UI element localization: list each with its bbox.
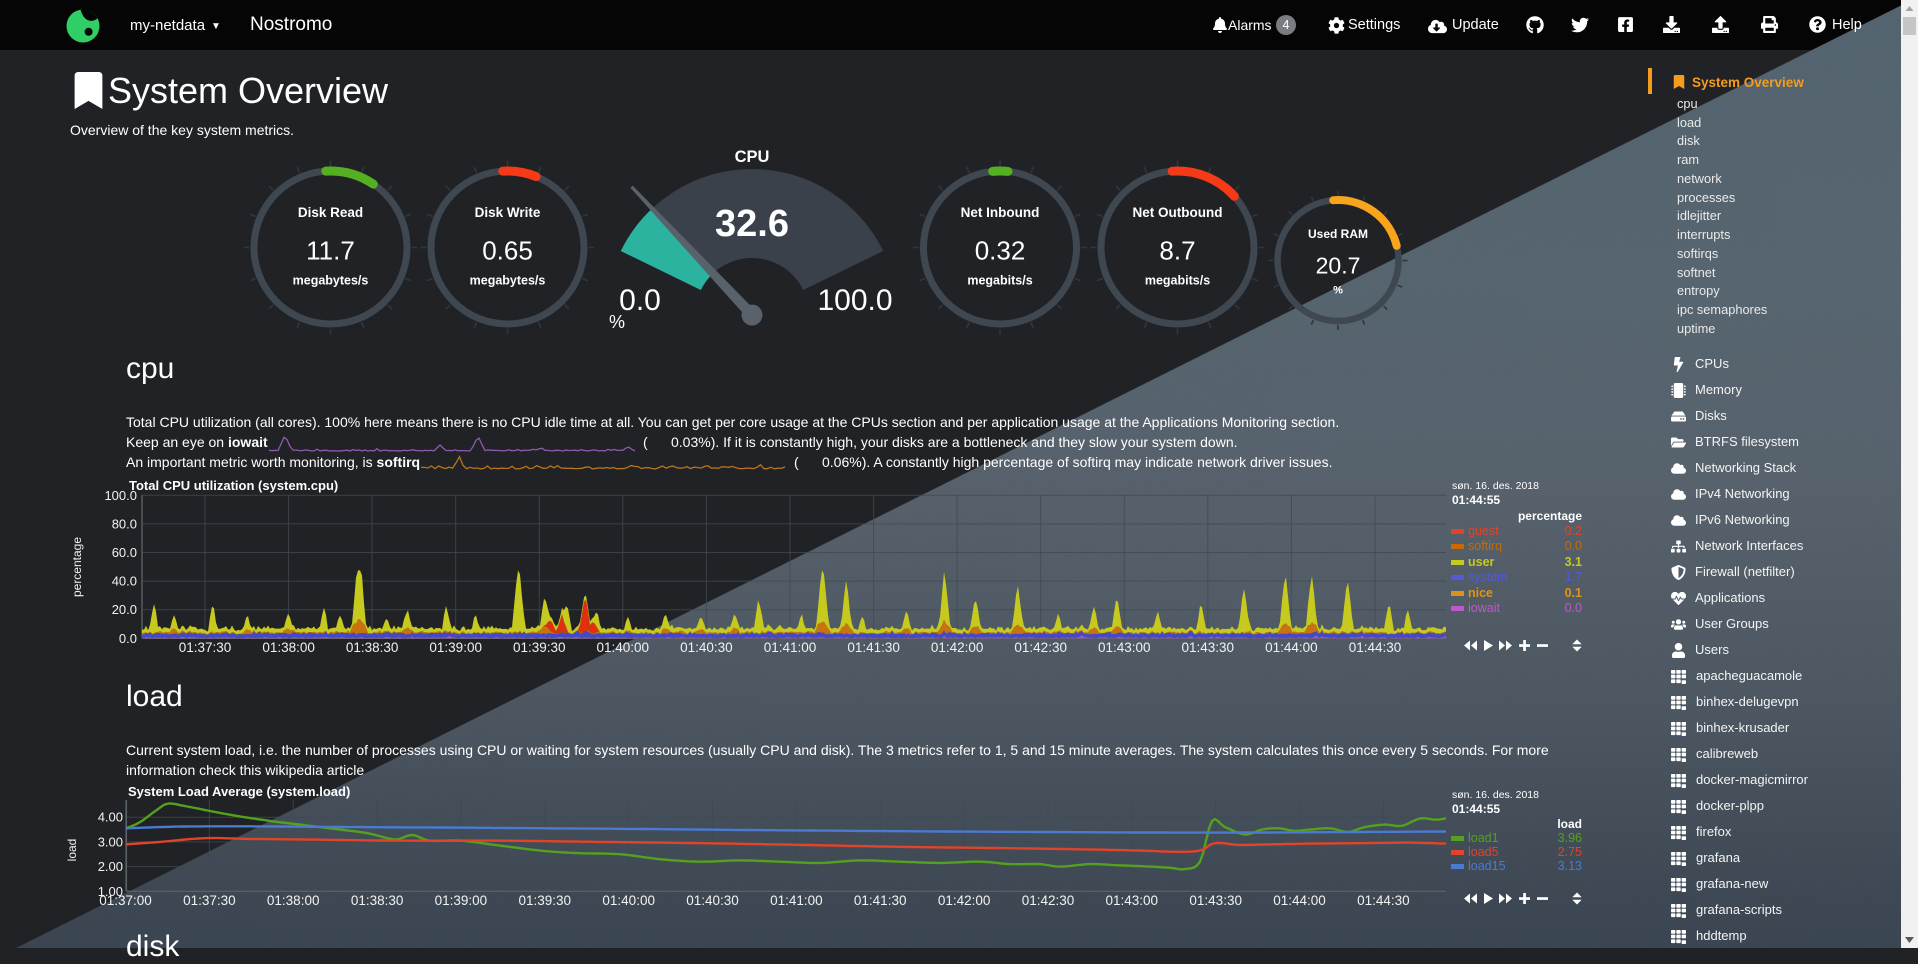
- svg-text:Net Outbound: Net Outbound: [1133, 205, 1223, 220]
- svg-text:load: load: [65, 839, 79, 862]
- svg-text:01:41:00: 01:41:00: [764, 640, 817, 655]
- svg-text:1.00: 1.00: [98, 884, 123, 899]
- svg-text:01:37:00: 01:37:00: [99, 893, 152, 908]
- svg-text:80.0: 80.0: [112, 516, 137, 531]
- svg-text:01:38:30: 01:38:30: [351, 893, 404, 908]
- svg-text:01:41:00: 01:41:00: [770, 893, 823, 908]
- svg-text:CPU: CPU: [735, 148, 770, 166]
- svg-text:01:42:00: 01:42:00: [938, 893, 991, 908]
- svg-text:%: %: [609, 312, 625, 332]
- svg-text:01:41:30: 01:41:30: [854, 893, 907, 908]
- svg-text:megabits/s: megabits/s: [1145, 274, 1210, 288]
- svg-text:8.7: 8.7: [1159, 236, 1195, 266]
- svg-text:01:44:00: 01:44:00: [1273, 893, 1326, 908]
- svg-text:Used RAM: Used RAM: [1308, 227, 1368, 241]
- svg-text:01:43:30: 01:43:30: [1182, 640, 1235, 655]
- svg-text:01:39:30: 01:39:30: [513, 640, 566, 655]
- svg-text:01:43:30: 01:43:30: [1189, 893, 1242, 908]
- svg-text:megabits/s: megabits/s: [967, 274, 1032, 288]
- svg-text:01:39:00: 01:39:00: [435, 893, 488, 908]
- svg-text:01:43:00: 01:43:00: [1106, 893, 1159, 908]
- svg-text:20.0: 20.0: [112, 602, 137, 617]
- svg-text:100.0: 100.0: [104, 488, 137, 503]
- svg-text:40.0: 40.0: [112, 574, 137, 589]
- svg-text:20.7: 20.7: [1316, 253, 1361, 279]
- svg-text:01:38:00: 01:38:00: [262, 640, 315, 655]
- svg-text:0.65: 0.65: [482, 236, 533, 266]
- svg-text:01:43:00: 01:43:00: [1098, 640, 1151, 655]
- svg-text:32.6: 32.6: [715, 203, 789, 245]
- svg-text:01:39:30: 01:39:30: [519, 893, 572, 908]
- svg-text:01:40:30: 01:40:30: [686, 893, 739, 908]
- svg-text:01:44:30: 01:44:30: [1349, 640, 1402, 655]
- svg-text:megabytes/s: megabytes/s: [470, 274, 546, 288]
- svg-text:01:40:00: 01:40:00: [597, 640, 650, 655]
- svg-text:11.7: 11.7: [306, 236, 355, 266]
- svg-text:0.0: 0.0: [619, 284, 661, 317]
- svg-text:01:42:00: 01:42:00: [931, 640, 984, 655]
- svg-text:Disk Read: Disk Read: [298, 205, 363, 220]
- svg-text:percentage: percentage: [70, 537, 84, 597]
- svg-text:4.00: 4.00: [98, 810, 123, 825]
- svg-text:0.0: 0.0: [119, 631, 137, 646]
- svg-text:01:39:00: 01:39:00: [429, 640, 482, 655]
- svg-text:01:37:30: 01:37:30: [179, 640, 232, 655]
- svg-text:3.00: 3.00: [98, 834, 123, 849]
- svg-text:01:40:00: 01:40:00: [602, 893, 655, 908]
- svg-text:2.00: 2.00: [98, 859, 123, 874]
- svg-text:01:44:30: 01:44:30: [1357, 893, 1410, 908]
- svg-text:Disk Write: Disk Write: [475, 205, 541, 220]
- svg-text:01:37:30: 01:37:30: [183, 893, 236, 908]
- svg-text:01:40:30: 01:40:30: [680, 640, 733, 655]
- svg-text:01:38:30: 01:38:30: [346, 640, 399, 655]
- svg-text:megabytes/s: megabytes/s: [293, 274, 369, 288]
- svg-text:Net Inbound: Net Inbound: [961, 205, 1040, 220]
- svg-text:01:42:30: 01:42:30: [1022, 893, 1075, 908]
- svg-text:60.0: 60.0: [112, 545, 137, 560]
- svg-text:01:42:30: 01:42:30: [1014, 640, 1067, 655]
- svg-text:01:41:30: 01:41:30: [847, 640, 900, 655]
- svg-text:01:38:00: 01:38:00: [267, 893, 320, 908]
- svg-text:0.32: 0.32: [975, 236, 1026, 266]
- svg-text:%: %: [1333, 285, 1343, 297]
- svg-text:100.0: 100.0: [817, 284, 892, 317]
- svg-text:01:44:00: 01:44:00: [1265, 640, 1318, 655]
